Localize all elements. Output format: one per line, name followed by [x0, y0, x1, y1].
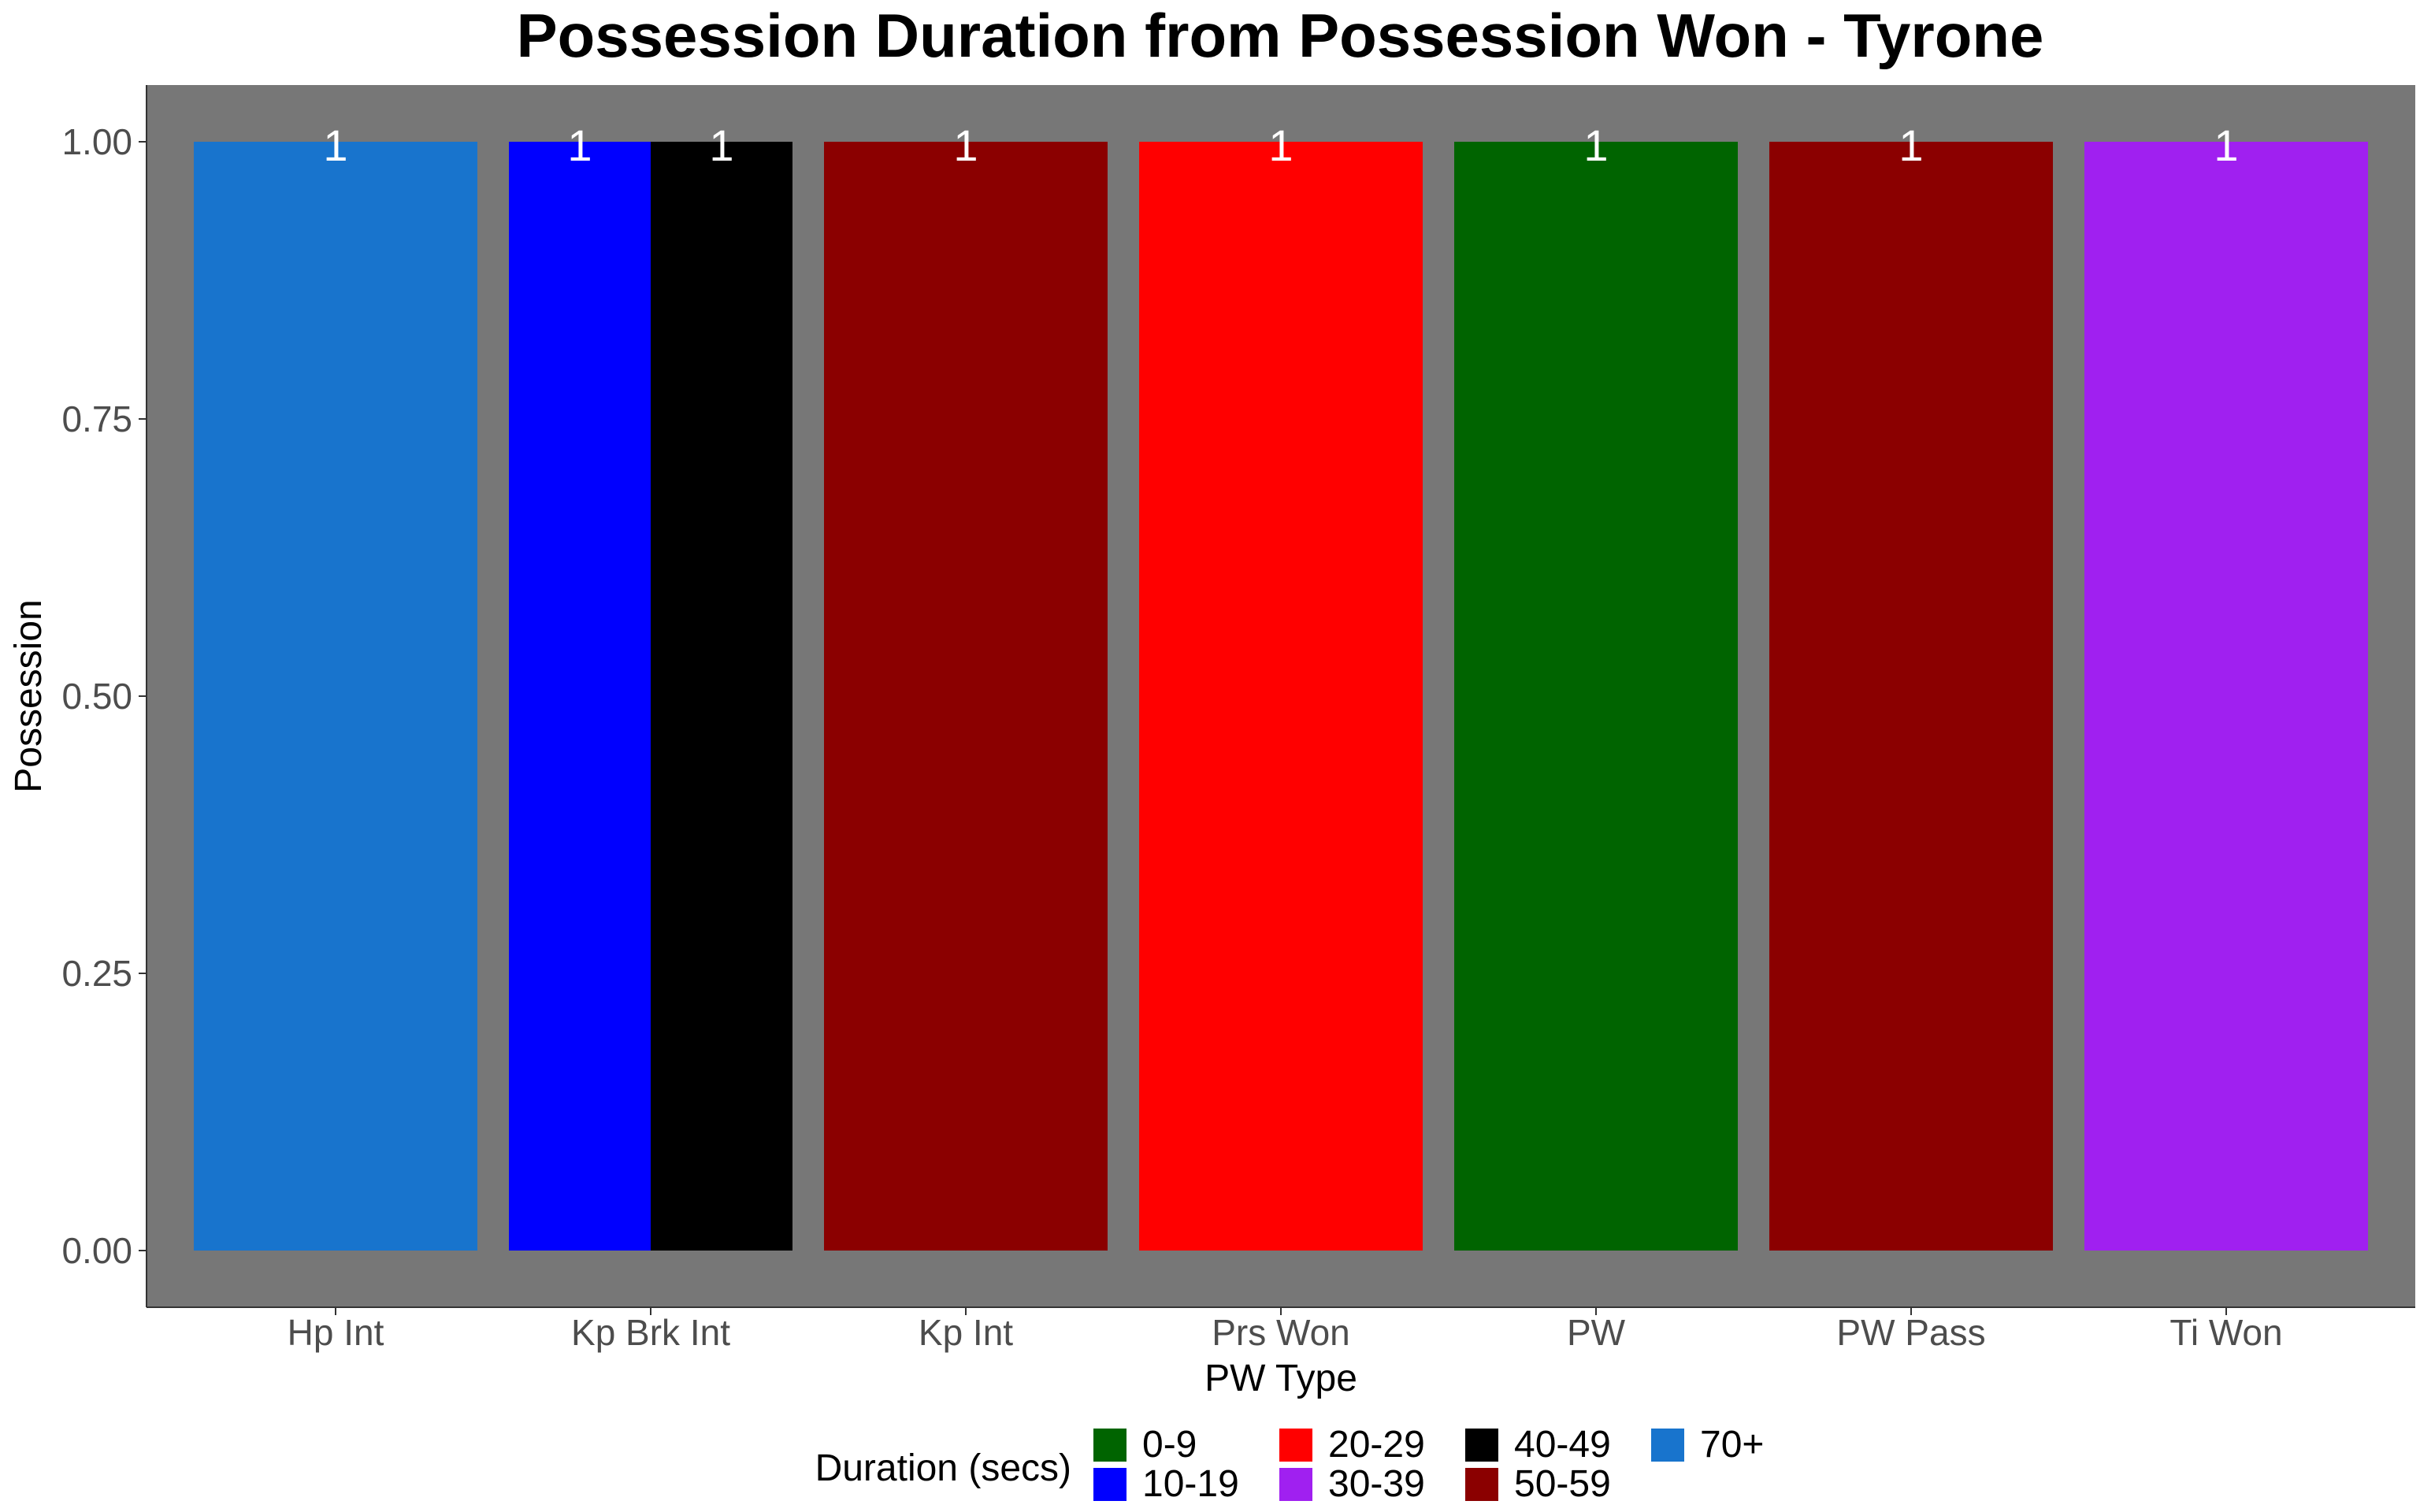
x-tick-label: PW Pass	[1836, 1312, 1985, 1353]
x-tick-label: PW	[1567, 1312, 1626, 1353]
legend-label: 70+	[1700, 1424, 1764, 1466]
bar	[194, 142, 477, 1251]
y-axis: 0.00 0.25 0.50 0.75 1.00	[61, 85, 147, 1307]
legend-label: 0-9	[1142, 1424, 1197, 1466]
x-axis: Hp Int Kp Brk Int Kp Int Prs Won PW PW Pass Ti…	[147, 1306, 2415, 1353]
y-tick-label: 0.25	[61, 953, 132, 994]
legend-key	[1465, 1429, 1498, 1462]
x-tick-label: Kp Brk Int	[571, 1312, 730, 1353]
legend-item: 50-59	[1465, 1463, 1611, 1505]
bar-labels-layer: 1 1 1 1 1 1 1 1	[323, 120, 2238, 170]
x-tick-label: Hp Int	[288, 1312, 384, 1353]
legend-label: 50-59	[1514, 1463, 1611, 1505]
legend-item: 20-29	[1279, 1424, 1425, 1466]
bar-value-label: 1	[953, 120, 978, 170]
bar	[509, 142, 651, 1251]
bar	[1769, 142, 2053, 1251]
y-tick-label: 0.00	[61, 1230, 132, 1271]
y-tick-label: 0.75	[61, 398, 132, 439]
legend-key	[1279, 1468, 1312, 1501]
x-tick-label: Ti Won	[2169, 1312, 2282, 1353]
y-tick-label: 0.50	[61, 676, 132, 717]
legend-label: 10-19	[1142, 1463, 1239, 1505]
bar-value-label: 1	[709, 120, 733, 170]
legend-title: Duration (secs)	[815, 1447, 1071, 1489]
y-axis-title: Possession	[8, 599, 50, 792]
bar	[824, 142, 1108, 1251]
bar	[1454, 142, 1738, 1251]
legend-key	[1465, 1468, 1498, 1501]
legend-key	[1093, 1429, 1126, 1462]
legend-key	[1651, 1429, 1684, 1462]
legend-key	[1279, 1429, 1312, 1462]
legend-key	[1093, 1468, 1126, 1501]
chart-title: Possession Duration from Possession Won …	[517, 1, 2044, 70]
bar-value-label: 1	[567, 120, 592, 170]
legend-label: 20-29	[1328, 1424, 1425, 1466]
x-axis-title: PW Type	[1204, 1358, 1357, 1399]
bar-value-label: 1	[1583, 120, 1608, 170]
legend-item: 70+	[1651, 1424, 1764, 1466]
bar-value-label: 1	[323, 120, 347, 170]
bars-layer	[194, 142, 2368, 1251]
x-tick-label: Prs Won	[1212, 1312, 1350, 1353]
bar	[2084, 142, 2368, 1251]
bar-value-label: 1	[1899, 120, 1923, 170]
bar-value-label: 1	[1268, 120, 1293, 170]
bar	[651, 142, 792, 1251]
legend-label: 40-49	[1514, 1424, 1611, 1466]
bar-value-label: 1	[2214, 120, 2238, 170]
legend-label: 30-39	[1328, 1463, 1425, 1505]
legend-item: 30-39	[1279, 1463, 1425, 1505]
legend-item: 10-19	[1093, 1463, 1239, 1505]
legend-item: 40-49	[1465, 1424, 1611, 1466]
x-tick-label: Kp Int	[919, 1312, 1013, 1353]
legend-item: 0-9	[1093, 1424, 1197, 1466]
y-tick-label: 1.00	[61, 121, 132, 162]
bar	[1139, 142, 1423, 1251]
